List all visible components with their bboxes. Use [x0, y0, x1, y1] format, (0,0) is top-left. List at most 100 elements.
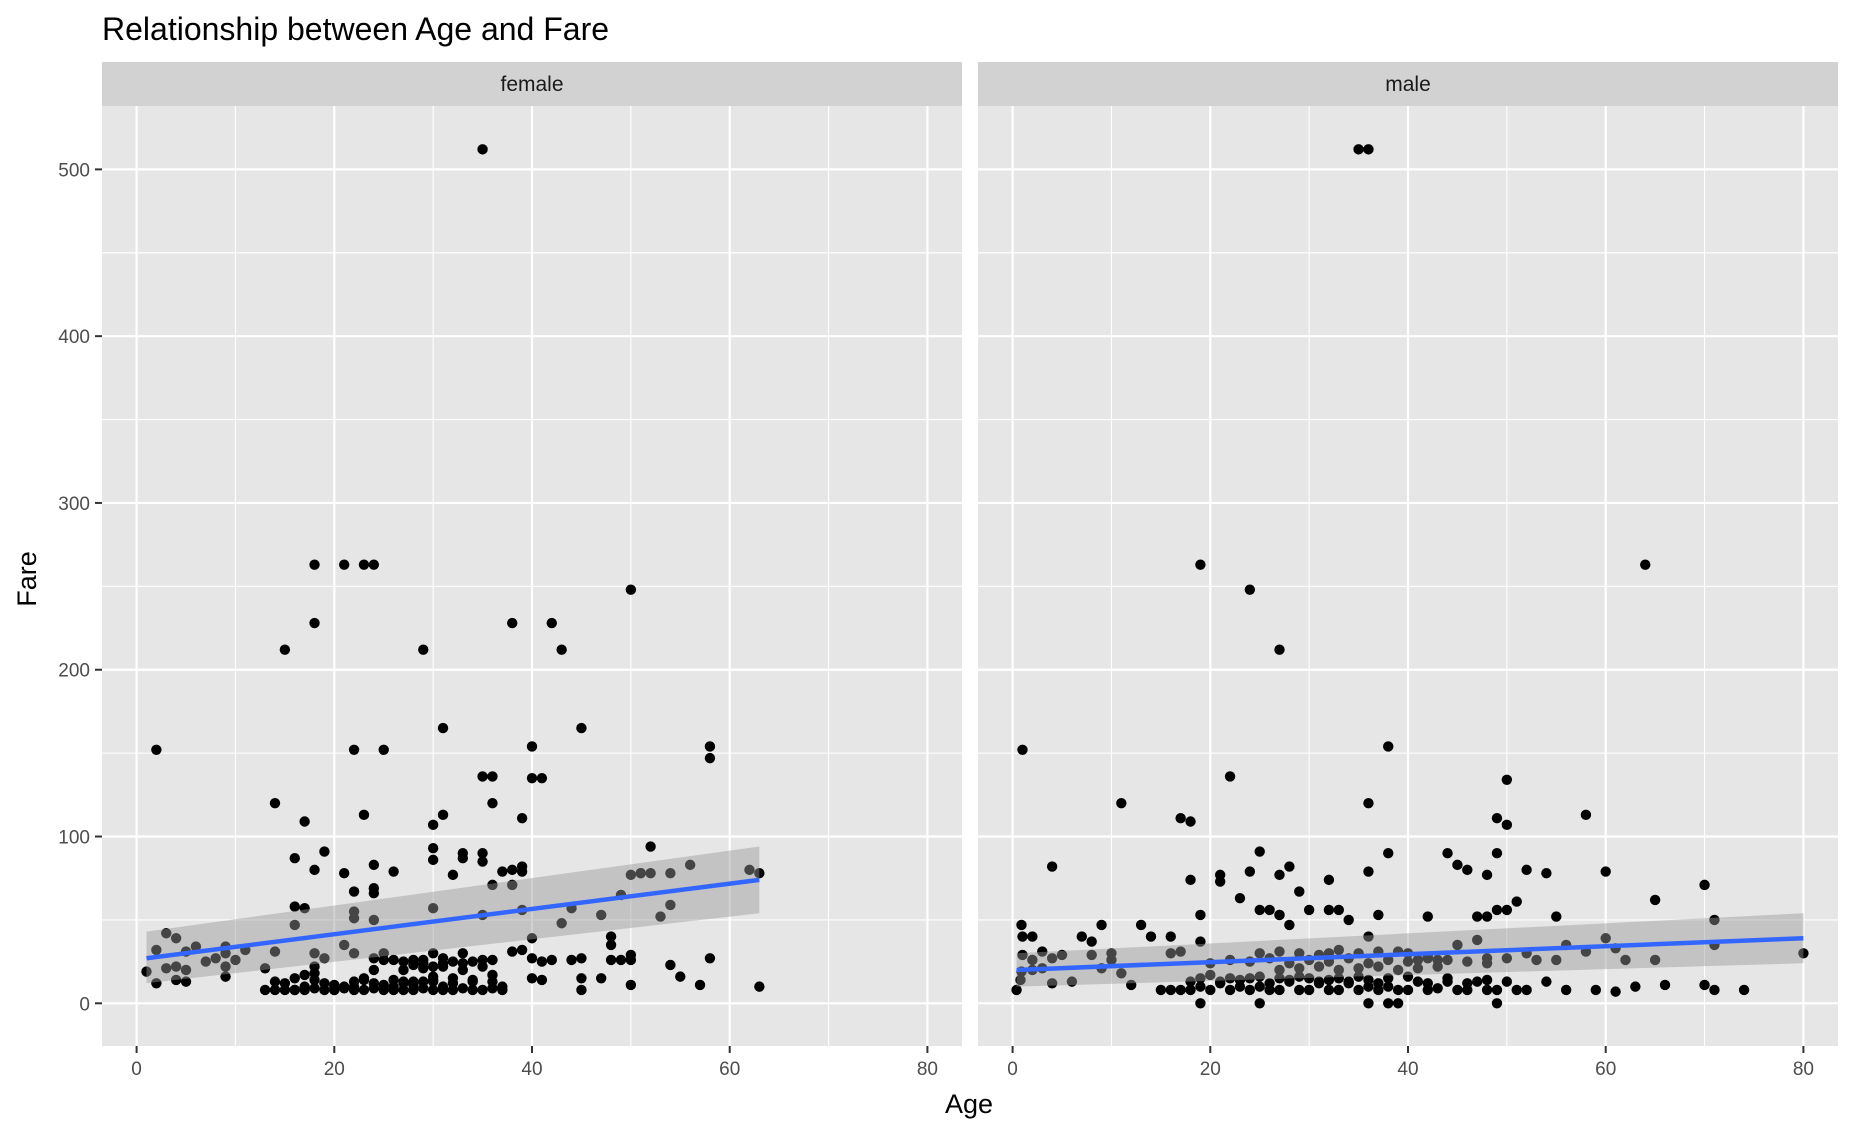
- data-point: [348, 913, 360, 924]
- data-point: [368, 888, 380, 899]
- data-point: [645, 868, 656, 879]
- x-tick-label: 40: [1397, 1059, 1418, 1080]
- data-point: [467, 974, 478, 986]
- data-point: [190, 941, 202, 952]
- data-point: [1313, 978, 1325, 989]
- data-point: [1491, 984, 1503, 996]
- data-point: [1580, 809, 1592, 821]
- data-point: [427, 819, 439, 831]
- data-point: [1649, 894, 1661, 906]
- data-point: [388, 974, 399, 986]
- data-point: [319, 846, 330, 857]
- data-point: [427, 961, 439, 972]
- data-point: [1323, 984, 1335, 996]
- y-tick-label: 100: [58, 828, 90, 849]
- data-point: [1383, 998, 1394, 1009]
- data-point: [1303, 984, 1315, 996]
- data-point: [1015, 974, 1026, 986]
- data-point: [437, 953, 449, 964]
- data-point: [358, 974, 370, 986]
- data-point: [1511, 896, 1522, 907]
- data-point: [259, 963, 271, 974]
- data-point: [605, 939, 617, 951]
- data-point: [408, 959, 419, 971]
- data-point: [645, 841, 656, 852]
- data-point: [1205, 984, 1216, 996]
- data-point: [526, 772, 538, 784]
- data-point: [1046, 861, 1058, 872]
- data-point: [1709, 914, 1720, 926]
- data-point: [487, 797, 498, 809]
- data-point: [368, 978, 380, 989]
- data-point: [151, 744, 162, 755]
- data-point: [151, 978, 162, 989]
- data-point: [1481, 974, 1493, 986]
- data-point: [1353, 144, 1364, 155]
- data-point: [348, 976, 360, 987]
- data-point: [744, 864, 755, 876]
- data-point: [447, 956, 459, 967]
- data-point: [615, 954, 627, 966]
- data-point: [309, 983, 320, 994]
- facet-panel-female: female 0 20 40 60 80: [102, 62, 962, 1080]
- facet-strip-label-male: male: [1385, 73, 1431, 96]
- data-point: [477, 771, 488, 782]
- y-tick-label: 0: [79, 994, 90, 1015]
- data-point: [1155, 984, 1167, 996]
- data-point: [526, 933, 538, 944]
- data-point: [319, 978, 330, 989]
- data-point: [576, 953, 587, 964]
- data-point: [358, 559, 370, 570]
- data-point: [1185, 976, 1196, 987]
- data-point: [1402, 984, 1414, 996]
- data-point: [605, 931, 617, 942]
- data-point: [1016, 919, 1027, 931]
- data-point: [1185, 984, 1196, 996]
- facet-strip-label-female: female: [500, 73, 563, 96]
- x-tick-label: 60: [719, 1059, 740, 1080]
- data-point: [1402, 971, 1414, 982]
- x-tick-label: 20: [1200, 1059, 1221, 1080]
- data-point: [665, 868, 676, 879]
- confidence-ribbon-male: [1016, 913, 1804, 987]
- data-point: [309, 948, 320, 959]
- data-point: [1333, 973, 1345, 984]
- data-point: [1610, 986, 1621, 997]
- data-point: [625, 979, 637, 991]
- data-point: [1333, 984, 1345, 996]
- data-point: [516, 944, 528, 956]
- data-point: [1254, 998, 1265, 1009]
- data-point: [1165, 984, 1176, 996]
- data-point: [497, 866, 508, 877]
- data-point: [704, 953, 716, 964]
- data-point: [1699, 879, 1710, 891]
- data-point: [1353, 963, 1364, 974]
- data-point: [467, 984, 478, 996]
- data-point: [477, 984, 488, 996]
- data-point: [1481, 869, 1493, 881]
- data-point: [1373, 961, 1384, 972]
- data-point: [1383, 954, 1394, 966]
- confidence-ribbon-female: [146, 846, 760, 984]
- data-point: [1422, 911, 1433, 922]
- data-point: [1481, 911, 1493, 922]
- data-point: [595, 909, 607, 921]
- data-point: [536, 772, 548, 784]
- data-point: [1284, 861, 1295, 872]
- data-point: [1383, 981, 1394, 992]
- data-point: [269, 976, 281, 987]
- data-point: [1600, 866, 1611, 877]
- data-point: [289, 853, 300, 864]
- data-point: [1037, 946, 1048, 957]
- data-point: [289, 919, 300, 931]
- data-point: [477, 847, 488, 859]
- data-point: [269, 946, 281, 957]
- data-point: [1165, 948, 1176, 959]
- data-point: [1116, 968, 1127, 979]
- data-point: [1501, 976, 1513, 987]
- x-tick-label: 60: [1595, 1059, 1616, 1080]
- data-point: [1303, 973, 1315, 984]
- data-point: [1640, 559, 1651, 570]
- data-point: [309, 864, 320, 876]
- data-point: [1471, 911, 1483, 922]
